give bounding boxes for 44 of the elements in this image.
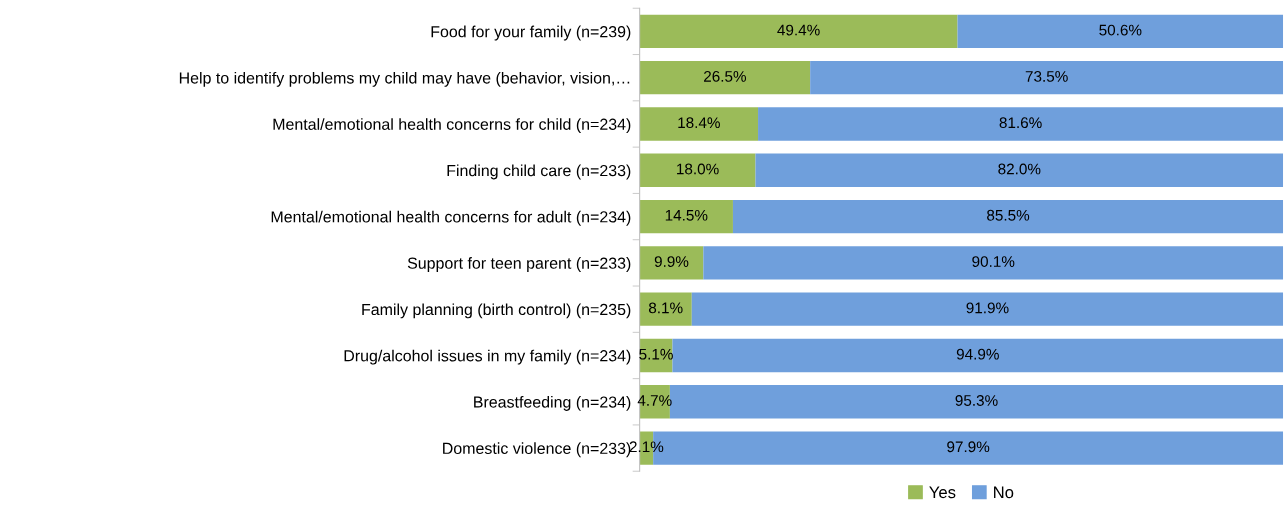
bar bbox=[755, 153, 1284, 187]
y-tick-label: Finding child care (n=233) bbox=[447, 164, 631, 180]
data-label: 90.1% bbox=[972, 256, 1015, 267]
legend-label: Yes bbox=[929, 486, 956, 499]
legend-label: No bbox=[994, 486, 1014, 499]
data-label: 91.9% bbox=[966, 302, 1009, 314]
y-tick-label: Breastfeeding (n=234) bbox=[474, 395, 631, 411]
bar bbox=[639, 246, 704, 280]
bar bbox=[639, 292, 692, 326]
data-label: 81.6% bbox=[999, 117, 1042, 129]
data-label: 18.4% bbox=[678, 117, 720, 129]
y-tick-label: Food for your family (n=239) bbox=[431, 25, 631, 41]
data-label: 9.9% bbox=[654, 256, 689, 267]
data-label: 18.0% bbox=[677, 163, 719, 175]
bar bbox=[703, 246, 1284, 280]
bar bbox=[810, 61, 1284, 95]
data-label: 26.5% bbox=[704, 70, 747, 82]
bar bbox=[672, 338, 1284, 373]
bar bbox=[957, 14, 1284, 49]
data-label: 95.3% bbox=[955, 395, 998, 406]
y-tick-label: Domestic violence (n=233) bbox=[443, 442, 631, 458]
y-tick-label: Help to identify problems my child may have (behavior, vision,… bbox=[179, 71, 630, 87]
y-tick-label: Support for teen parent (n=233) bbox=[407, 257, 631, 272]
y-tick-label: Family planning (birth control) (n=235) bbox=[362, 303, 631, 319]
data-label: 94.9% bbox=[956, 348, 999, 360]
data-label: 50.6% bbox=[1099, 24, 1142, 36]
bar bbox=[639, 61, 811, 95]
bar bbox=[691, 292, 1284, 326]
bar bbox=[758, 107, 1284, 141]
y-tick-label: Drug/alcohol issues in my family (n=234) bbox=[344, 349, 631, 365]
y-tick-label: Mental/emotional health concerns for adult (n=234) bbox=[271, 210, 631, 226]
data-label: 97.9% bbox=[947, 441, 990, 453]
data-label: 82.0% bbox=[998, 163, 1041, 175]
data-label: 73.5% bbox=[1025, 70, 1068, 82]
data-label: 85.5% bbox=[987, 209, 1030, 221]
bar bbox=[639, 153, 756, 187]
bar bbox=[639, 14, 958, 49]
data-label: 49.4% bbox=[777, 24, 820, 36]
y-tick-label: Mental/emotional health concerns for child (n=234) bbox=[273, 118, 631, 134]
bar bbox=[639, 107, 759, 141]
bar bbox=[732, 199, 1284, 234]
data-label: 14.5% bbox=[665, 209, 708, 221]
bar bbox=[639, 199, 733, 234]
data-label: 8.1% bbox=[648, 302, 683, 314]
